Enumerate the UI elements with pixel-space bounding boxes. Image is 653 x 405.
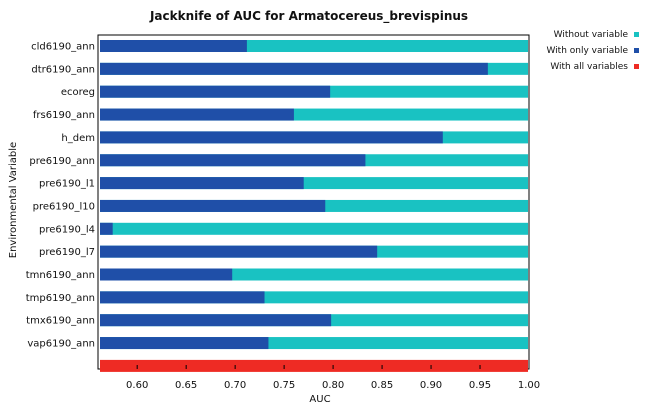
bar-with-only-variable xyxy=(100,245,378,258)
x-axis-label: AUC xyxy=(309,394,330,405)
bar-with-only-variable xyxy=(100,131,443,144)
category-label: tmx6190_ann xyxy=(26,316,95,327)
bar-with-all-variables xyxy=(100,359,529,372)
x-tick-label: 0.70 xyxy=(224,380,246,391)
x-tick-label: 0.90 xyxy=(420,380,442,391)
legend-label: Without variable xyxy=(554,30,629,40)
bar-with-only-variable xyxy=(100,40,247,52)
category-label: pre6190_l10 xyxy=(33,201,95,212)
category-label: ecoreg xyxy=(61,87,95,98)
category-label: h_dem xyxy=(61,133,95,144)
category-label: tmn6190_ann xyxy=(26,270,95,281)
category-label: pre6190_l1 xyxy=(39,179,95,190)
category-label: pre6190_l4 xyxy=(39,224,95,235)
bar-with-only-variable xyxy=(100,199,326,212)
legend-swatch xyxy=(634,48,639,53)
bar-with-only-variable xyxy=(100,268,233,281)
category-label: pre6190_ann xyxy=(29,156,95,167)
x-tick-label: 0.60 xyxy=(126,380,148,391)
bar-with-only-variable xyxy=(100,85,331,98)
x-tick-label: 0.80 xyxy=(322,380,344,391)
legend: Without variable With only variable With a… xyxy=(546,30,639,72)
bar-with-only-variable xyxy=(100,222,113,235)
bar-with-only-variable xyxy=(100,154,366,167)
category-label: frs6190_ann xyxy=(33,110,95,121)
legend-swatch xyxy=(634,64,639,69)
category-label: dtr6190_ann xyxy=(31,64,95,75)
bar-with-only-variable xyxy=(100,108,294,121)
x-tick-label: 0.85 xyxy=(371,380,393,391)
category-label: tmp6190_ann xyxy=(26,293,95,304)
bar-with-only-variable xyxy=(100,177,304,190)
bar-with-only-variable xyxy=(100,62,488,75)
chart-title: Jackknife of AUC for Armatocereus_brevis… xyxy=(149,9,468,24)
legend-swatch xyxy=(634,32,639,37)
bar-without-variable xyxy=(100,222,529,235)
category-label: vap6190_ann xyxy=(27,339,95,350)
x-tick-label: 0.95 xyxy=(469,380,491,391)
x-axis-ticks: 0.60 0.65 0.70 0.75 0.80 0.85 0.90 0.95 1.00 xyxy=(126,365,540,391)
bar-with-only-variable xyxy=(100,337,269,350)
bar-with-only-variable xyxy=(100,291,265,304)
x-tick-label: 0.65 xyxy=(175,380,197,391)
legend-label: With all variables xyxy=(550,62,628,72)
y-axis-label: Environmental Variable xyxy=(8,142,19,258)
category-label: cld6190_ann xyxy=(31,42,95,53)
bar-with-only-variable xyxy=(100,314,332,327)
legend-label: With only variable xyxy=(546,46,628,56)
x-tick-label: 0.75 xyxy=(273,380,295,391)
bars-group xyxy=(100,40,529,372)
x-tick-label: 1.00 xyxy=(518,380,540,391)
category-label: pre6190_l7 xyxy=(39,247,95,258)
